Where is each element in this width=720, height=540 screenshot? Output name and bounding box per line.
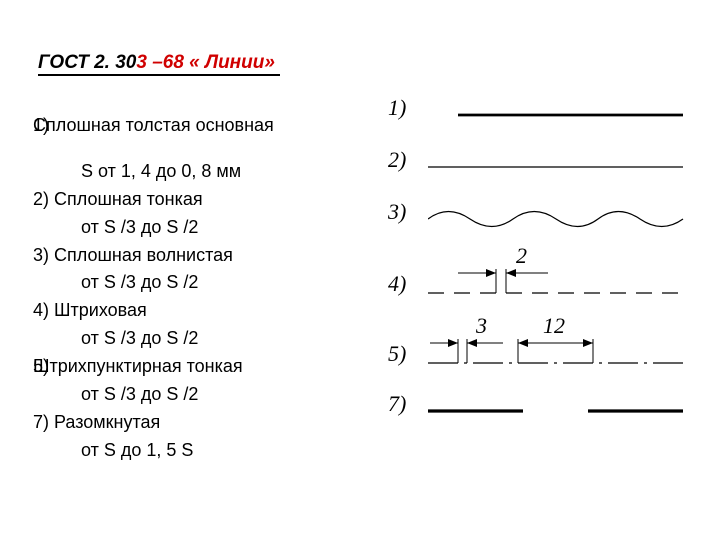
item-3: 3) Сплошная волнистая [33,242,373,270]
row-3-label: 3) [388,199,406,225]
item-2: 2) Сплошная тонкая [33,186,373,214]
gost-prefix: ГОСТ 2. 30 [38,52,136,73]
item-5-range: от S /3 до S /2 [81,381,373,409]
line-4: 2 [428,251,688,291]
item-5-num: 5) [33,353,49,381]
item-4: 4) Штриховая [33,297,373,325]
row-2-label: 2) [388,147,406,173]
dim-2: 2 [516,243,527,269]
line-3 [428,199,688,239]
page: ГОСТ 2. 303 –68 « Линии» 1) Сплошная тол… [0,0,720,540]
row-4-label: 4) [388,271,406,297]
item-1-range: S от 1, 4 до 0, 8 мм [81,158,373,186]
row-1-label: 1) [388,95,406,121]
dim-12: 12 [543,313,565,339]
header-title: ГОСТ 2. 303 –68 « Линии» [38,52,280,74]
item-4-range: от S /3 до S /2 [81,325,373,353]
item-5: 5) Штрихпунктирная тонкая [33,353,373,381]
row-7-label: 7) [388,391,406,417]
diagram: 1) 2) 3) [388,95,698,435]
item-1: 1) Сплошная толстая основная [33,112,373,140]
text-column: 1) Сплошная толстая основная S от 1, 4 д… [33,112,373,465]
item-7-range: от S до 1, 5 S [81,437,373,465]
header-underline: ГОСТ 2. 303 –68 « Линии» [38,52,280,76]
line-1 [428,95,688,135]
line-7 [428,391,688,431]
item-1-label: Сплошная толстая основная [33,115,274,135]
line-5: 3 12 [428,321,688,361]
gost-accent: 3 –68 « Линии» [136,52,275,73]
item-3-range: от S /3 до S /2 [81,269,373,297]
item-7: 7) Разомкнутая [33,409,373,437]
item-2-range: от S /3 до S /2 [81,214,373,242]
line-2 [428,147,688,187]
item-5-label: Штрихпунктирная тонкая [33,356,243,376]
row-5-label: 5) [388,341,406,367]
dim-3: 3 [476,313,487,339]
item-1-num: 1) [33,112,49,140]
